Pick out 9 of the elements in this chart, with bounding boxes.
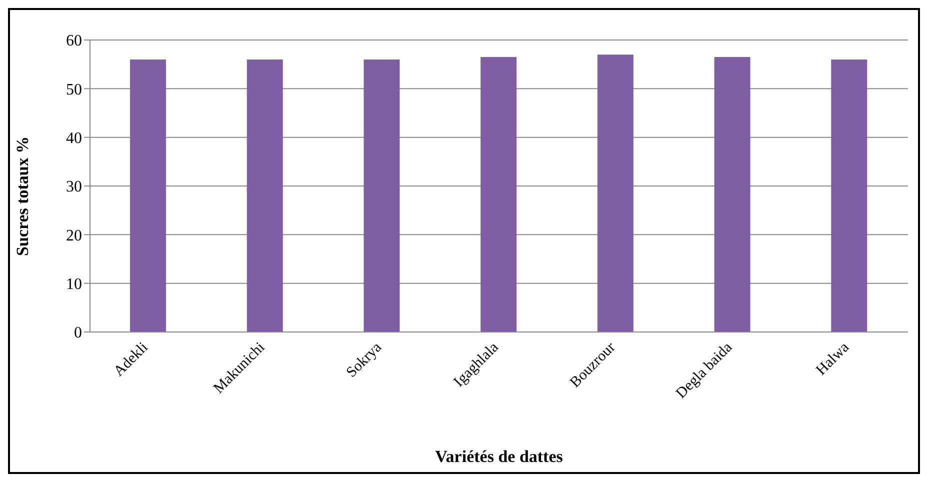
- y-axis-title: Sucres totaux %: [13, 136, 32, 256]
- y-tick-label: 0: [74, 324, 82, 342]
- x-axis-title: Variétés de dattes: [435, 447, 564, 466]
- y-tick-label: 50: [66, 81, 82, 98]
- y-tick-label: 20: [66, 227, 82, 244]
- y-tick-label: 30: [66, 178, 82, 196]
- y-tick-label: 60: [66, 32, 82, 50]
- y-tick-label: 10: [66, 276, 82, 294]
- y-tick-label: 40: [66, 130, 82, 148]
